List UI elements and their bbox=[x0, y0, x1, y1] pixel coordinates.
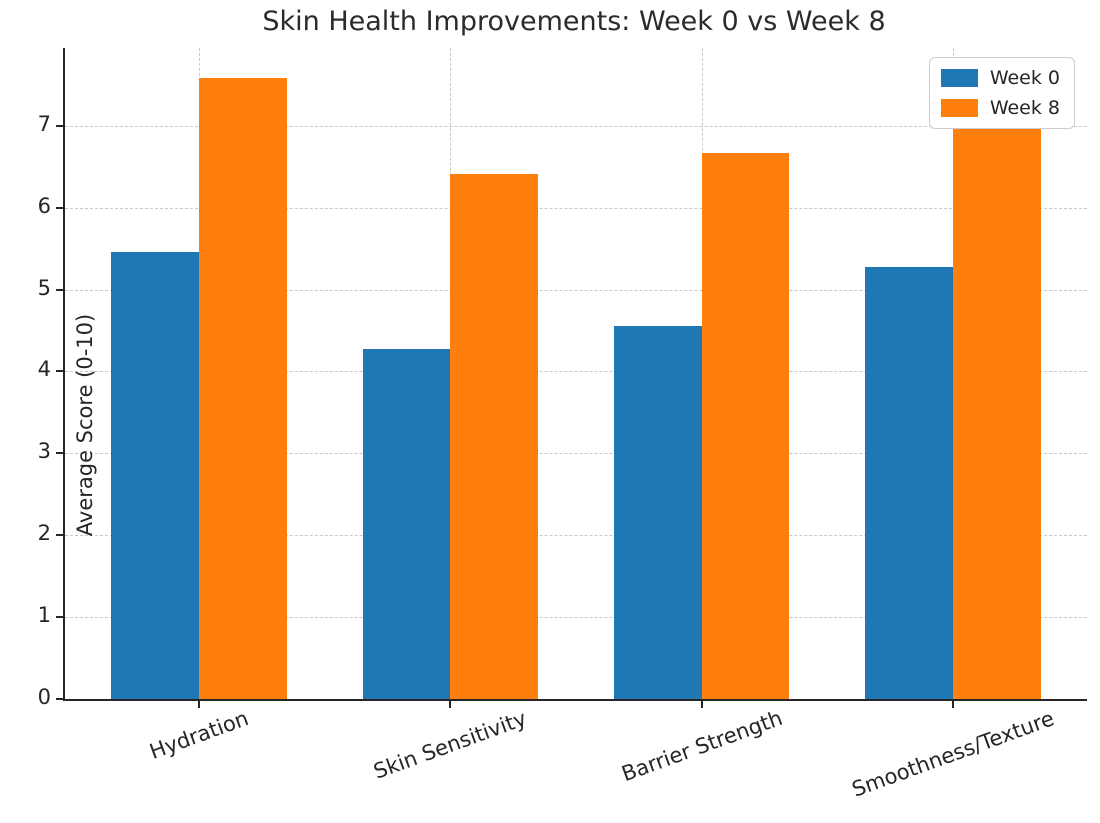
y-tick-3 bbox=[56, 452, 63, 455]
gridline-y-2 bbox=[65, 535, 1087, 537]
y-tick-0 bbox=[56, 698, 63, 700]
y-tick-2 bbox=[56, 534, 63, 537]
gridline-y-1 bbox=[65, 617, 1087, 619]
bar-week-0-skin-sensitivity bbox=[362, 348, 451, 699]
y-tick-label-4: 4 bbox=[37, 357, 51, 382]
x-tick-label-smoothness-texture: Smoothness/Texture bbox=[848, 705, 1057, 802]
gridline-y-4 bbox=[65, 371, 1087, 373]
x-tick-hydration bbox=[198, 701, 201, 708]
legend-swatch-week8-icon bbox=[940, 99, 978, 117]
legend-item-week0: Week 0 bbox=[940, 67, 1060, 89]
bar-week-0-barrier-strength bbox=[613, 326, 702, 699]
x-tick-smoothness-texture bbox=[951, 701, 954, 708]
bar-week-0-hydration bbox=[111, 251, 200, 699]
y-tick-label-5: 5 bbox=[37, 275, 51, 300]
bar-week-8-smoothness-texture bbox=[952, 127, 1041, 699]
y-tick-label-6: 6 bbox=[37, 193, 51, 218]
gridline-y-6 bbox=[65, 207, 1087, 209]
bar-week-8-hydration bbox=[199, 78, 288, 699]
y-tick-7 bbox=[56, 124, 63, 127]
legend-label-week8: Week 8 bbox=[989, 97, 1060, 119]
y-tick-6 bbox=[56, 206, 63, 209]
y-tick-label-3: 3 bbox=[37, 439, 51, 464]
y-tick-label-7: 7 bbox=[37, 111, 51, 136]
plot-area: 0 1 2 3 4 5 6 7 Week 0 Week 8 Average Score (0-… bbox=[38, 48, 1087, 801]
bar-week-8-skin-sensitivity bbox=[450, 174, 539, 699]
x-tick-label-hydration: Hydration bbox=[146, 705, 252, 764]
bar-week-0-smoothness-texture bbox=[864, 267, 953, 699]
x-tick-skin-sensitivity bbox=[449, 701, 452, 708]
bar-week-8-barrier-strength bbox=[701, 152, 790, 699]
y-tick-label-1: 1 bbox=[37, 603, 51, 628]
x-tick-barrier-strength bbox=[700, 701, 703, 708]
legend: Week 0 Week 8 bbox=[928, 57, 1075, 129]
chart-title: Skin Health Improvements: Week 0 vs Week… bbox=[262, 6, 886, 37]
y-tick-label-2: 2 bbox=[37, 521, 51, 546]
y-tick-label-0: 0 bbox=[37, 685, 51, 709]
x-tick-label-skin-sensitivity: Skin Sensitivity bbox=[370, 706, 531, 784]
gridline-y-3 bbox=[65, 453, 1087, 455]
y-tick-4 bbox=[56, 370, 63, 373]
gridline-y-5 bbox=[65, 289, 1087, 291]
gridline-y-7 bbox=[65, 125, 1087, 127]
y-axis-label: Average Score (0-10) bbox=[73, 313, 97, 537]
legend-item-week8: Week 8 bbox=[940, 97, 1060, 119]
x-tick-label-barrier-strength: Barrier Strength bbox=[618, 705, 786, 787]
legend-label-week0: Week 0 bbox=[989, 67, 1060, 89]
y-tick-5 bbox=[56, 288, 63, 291]
legend-swatch-week0-icon bbox=[940, 69, 978, 87]
y-tick-1 bbox=[56, 616, 63, 619]
